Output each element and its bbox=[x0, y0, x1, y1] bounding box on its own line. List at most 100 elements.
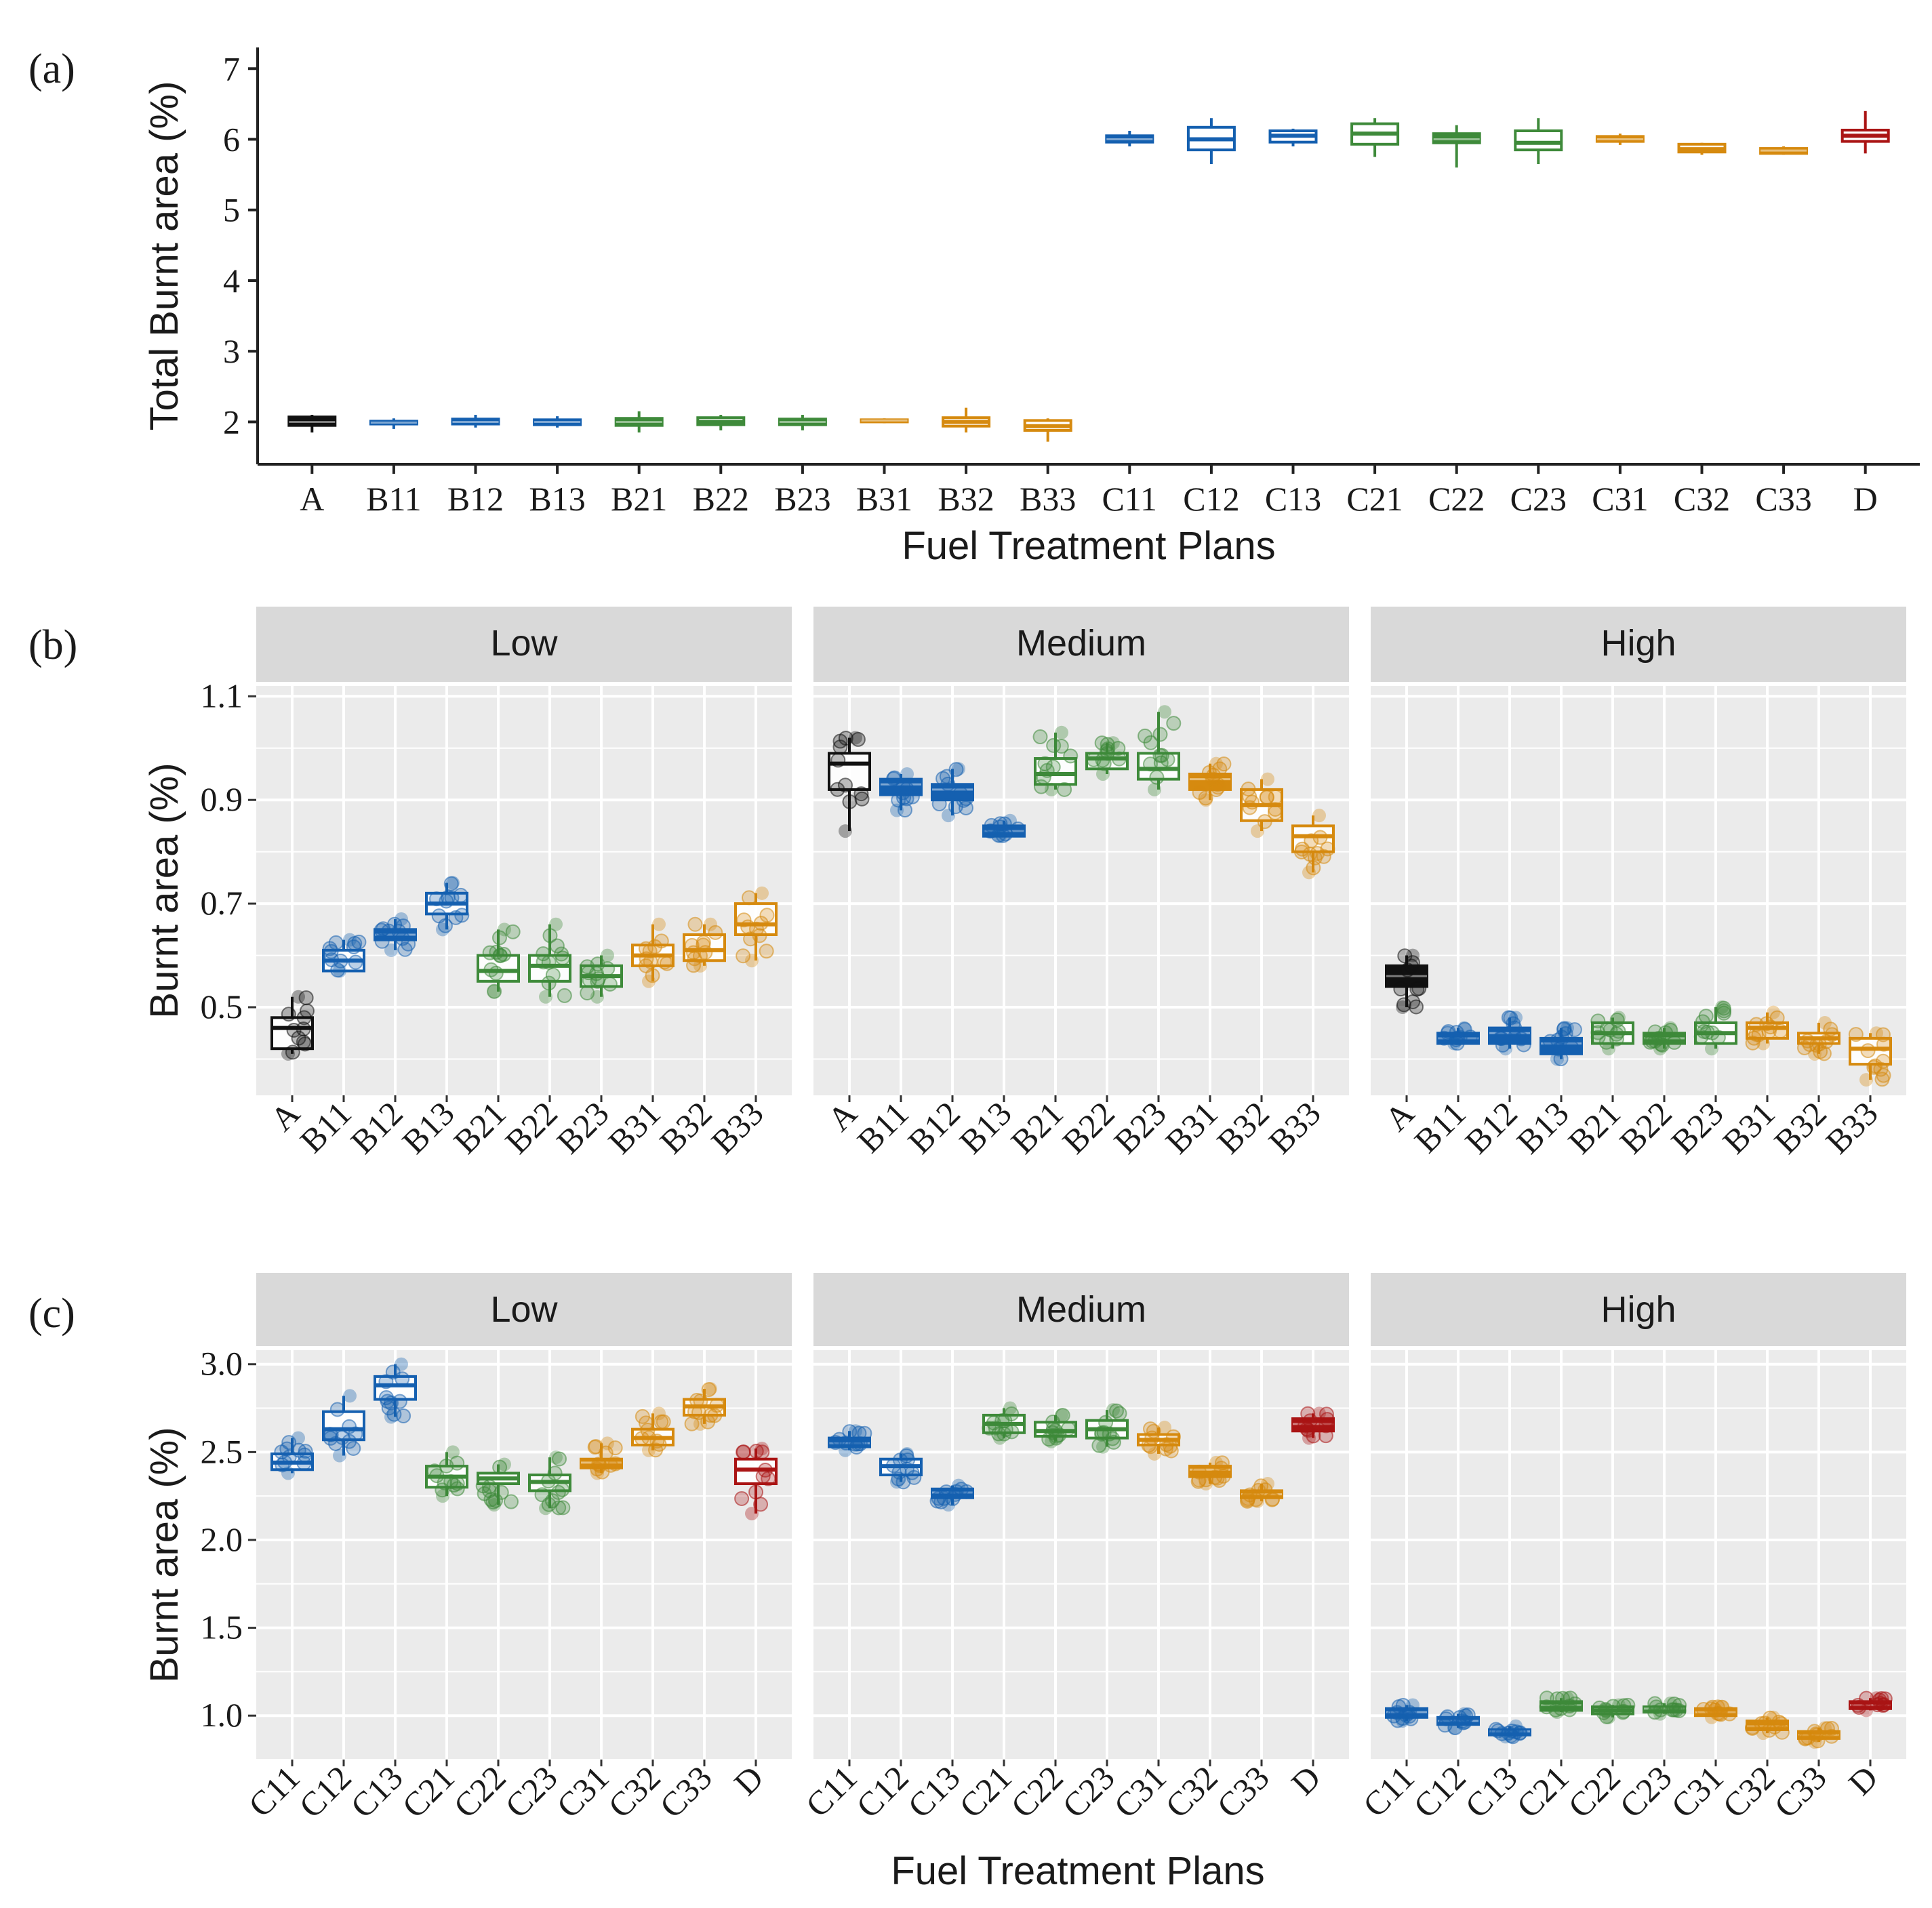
jitter-point bbox=[505, 924, 521, 939]
jitter-point bbox=[384, 943, 398, 957]
jitter-point bbox=[1106, 1403, 1120, 1417]
x-tick-label: B33 bbox=[1261, 1094, 1328, 1161]
jitter-point bbox=[853, 786, 869, 802]
jitter-point bbox=[549, 917, 563, 931]
jitter-point bbox=[494, 1484, 509, 1500]
x-tick-label: B31 bbox=[601, 1094, 668, 1161]
jitter-point bbox=[482, 945, 498, 960]
box-C33 bbox=[1759, 147, 1809, 155]
x-tick-label: C13 bbox=[1265, 480, 1321, 518]
x-tick-label: B13 bbox=[529, 480, 585, 518]
jitter-point bbox=[1302, 1431, 1316, 1445]
jitter-point bbox=[1763, 1710, 1778, 1726]
x-tick-label: B11 bbox=[366, 480, 422, 518]
x-tick-label: C11 bbox=[799, 1758, 864, 1824]
y-tick-label: 6 bbox=[223, 121, 240, 159]
x-tick-label: B11 bbox=[850, 1094, 916, 1160]
x-tick-label: C31 bbox=[1592, 480, 1648, 518]
jitter-point bbox=[704, 917, 717, 931]
box-B23 bbox=[1137, 752, 1180, 781]
x-tick-label: C23 bbox=[498, 1758, 565, 1825]
jitter-point bbox=[1406, 948, 1420, 962]
jitter-point bbox=[1704, 1701, 1719, 1717]
y-tick-label: 3 bbox=[223, 332, 240, 370]
jitter-point bbox=[736, 1444, 751, 1460]
jitter-point bbox=[491, 930, 507, 946]
x-tick-label: B32 bbox=[1209, 1094, 1276, 1161]
jitter-point bbox=[1609, 1012, 1625, 1028]
box-C23 bbox=[1514, 129, 1563, 152]
jitter-point bbox=[1396, 1000, 1409, 1015]
jitter-point bbox=[1602, 1710, 1615, 1724]
y-tick-label: 0.5 bbox=[201, 988, 243, 1026]
jitter-point bbox=[1205, 771, 1220, 787]
jitter-point bbox=[1868, 1058, 1883, 1074]
jitter-point bbox=[1166, 716, 1182, 731]
jitter-point bbox=[1055, 1408, 1068, 1422]
jitter-point bbox=[1213, 1461, 1229, 1476]
jitter-point bbox=[736, 912, 752, 928]
jitter-point bbox=[590, 990, 604, 1004]
jitter-point bbox=[1567, 1022, 1582, 1038]
jitter-point bbox=[1767, 1710, 1780, 1724]
jitter-point bbox=[343, 933, 357, 947]
jitter-point bbox=[1152, 748, 1168, 763]
jitter-point bbox=[830, 752, 846, 768]
jitter-point bbox=[547, 1465, 563, 1481]
jitter-point bbox=[1142, 756, 1158, 772]
jitter-point bbox=[1214, 1455, 1230, 1471]
jitter-point bbox=[1876, 1697, 1891, 1713]
jitter-point bbox=[534, 1487, 550, 1503]
facet-title: Medium bbox=[1016, 623, 1146, 664]
jitter-point bbox=[839, 1443, 852, 1457]
jitter-point bbox=[1312, 1406, 1326, 1421]
jitter-point bbox=[1251, 1482, 1266, 1498]
panel-a: (a) 2 3 4 5 6 7 A B11 B12 B13 B21 B22 B23 B31 B32 B33 C11… bbox=[28, 46, 1920, 568]
jitter-point bbox=[1411, 981, 1427, 996]
jitter-point bbox=[1261, 772, 1274, 786]
x-tick-label: C12 bbox=[1406, 1758, 1473, 1825]
jitter-point bbox=[329, 1402, 345, 1417]
jitter-point bbox=[1509, 1011, 1523, 1025]
x-tick-label: C12 bbox=[849, 1758, 916, 1825]
facet-title: Low bbox=[490, 623, 558, 664]
jitter-point bbox=[1265, 1491, 1281, 1507]
x-tick-label: C32 bbox=[1715, 1758, 1782, 1825]
jitter-point bbox=[891, 792, 906, 808]
jitter-point bbox=[580, 959, 595, 975]
jitter-point bbox=[931, 796, 947, 812]
y-tick-label: 1.1 bbox=[201, 676, 243, 714]
jitter-point bbox=[1389, 1705, 1405, 1720]
jitter-point bbox=[487, 985, 501, 999]
jitter-point bbox=[1664, 1021, 1677, 1035]
x-tick-label: B23 bbox=[549, 1094, 616, 1161]
jitter-point bbox=[348, 954, 363, 970]
jitter-point bbox=[483, 1492, 499, 1507]
jitter-point bbox=[939, 769, 954, 784]
jitter-point bbox=[1457, 1021, 1471, 1035]
jitter-point bbox=[693, 1417, 707, 1431]
jitter-point bbox=[952, 1478, 965, 1493]
x-tick-label: B32 bbox=[652, 1094, 719, 1161]
x-tick-label: B22 bbox=[693, 480, 749, 518]
jitter-point bbox=[1149, 769, 1165, 785]
x-tick-label: B31 bbox=[1715, 1094, 1782, 1161]
facet-strip bbox=[1371, 1273, 1906, 1346]
jitter-point bbox=[1499, 1730, 1512, 1744]
jitter-point bbox=[541, 954, 557, 970]
x-tick-label: B22 bbox=[1055, 1094, 1122, 1161]
jitter-point bbox=[291, 990, 305, 1004]
jitter-point bbox=[342, 1419, 357, 1434]
jitter-point bbox=[1251, 824, 1264, 838]
facet-title: High bbox=[1601, 623, 1676, 664]
jitter-point bbox=[539, 990, 552, 1004]
box-B23 bbox=[778, 418, 827, 426]
box-C31 bbox=[1595, 135, 1645, 143]
x-tick-label: B21 bbox=[446, 1094, 513, 1161]
jitter-point bbox=[708, 925, 723, 940]
jitter-point bbox=[1824, 1728, 1839, 1744]
x-tick-label: C21 bbox=[1509, 1758, 1576, 1825]
jitter-point bbox=[696, 935, 711, 950]
